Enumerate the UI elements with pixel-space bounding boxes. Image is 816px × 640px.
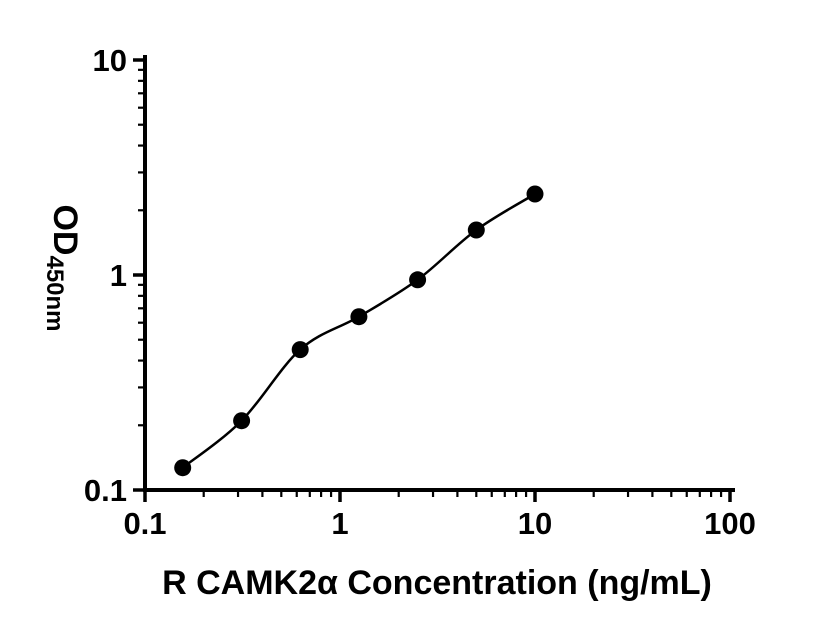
- data-point-marker: [174, 459, 192, 477]
- x-tick-label: 10: [518, 506, 552, 541]
- y-tick-label: 0.1: [84, 473, 127, 508]
- y-axis-title-main: OD: [46, 204, 84, 255]
- y-tick-label: 1: [110, 258, 127, 293]
- data-point-marker: [291, 341, 309, 359]
- y-tick-label: 10: [93, 43, 127, 78]
- plot-layer: 0.1 1 10 100 0.1 1 10: [84, 43, 756, 541]
- y-axis-title: OD450nm: [41, 204, 84, 331]
- x-tick-label: 1: [331, 506, 348, 541]
- x-axis-title: R CAMK2α Concentration (ng/mL): [162, 564, 712, 602]
- data-point-marker: [526, 185, 544, 203]
- data-point-marker: [233, 412, 251, 430]
- data-point-marker: [409, 271, 427, 289]
- data-point-marker: [350, 308, 368, 326]
- data-point-marker: [467, 221, 485, 239]
- y-axis-title-sub: 450nm: [41, 255, 68, 331]
- x-tick-label: 100: [704, 506, 756, 541]
- x-tick-label: 0.1: [123, 506, 166, 541]
